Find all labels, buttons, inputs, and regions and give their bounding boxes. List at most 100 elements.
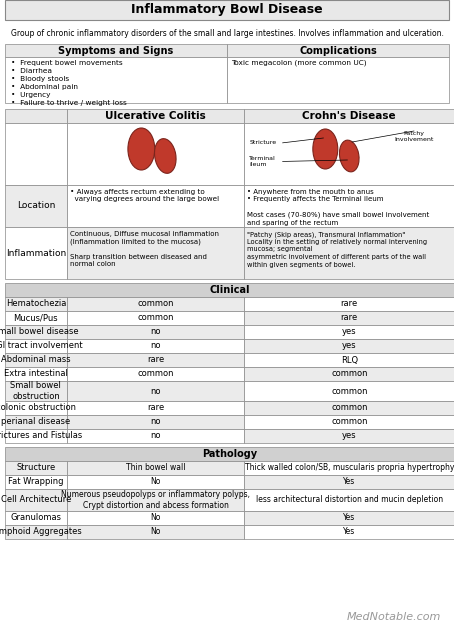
Text: Hematochezia: Hematochezia	[6, 300, 66, 308]
Text: RLQ: RLQ	[341, 355, 358, 365]
Bar	[244, 381, 454, 401]
Bar	[5, 325, 67, 339]
Text: • Anywhere from the mouth to anus
• Frequently affects the Terminal ileum

Most : • Anywhere from the mouth to anus • Freq…	[247, 189, 429, 226]
Bar	[5, 227, 67, 279]
Text: rare: rare	[341, 300, 358, 308]
Text: "Patchy (Skip areas), Transmural Inflammation"
Locality in the setting of relati: "Patchy (Skip areas), Transmural Inflamm…	[247, 231, 428, 267]
Bar	[5, 367, 67, 381]
Text: •  Frequent bowel movements
•  Diarrhea
•  Bloody stools
•  Abdominal pain
•  Ur: • Frequent bowel movements • Diarrhea • …	[10, 60, 126, 106]
Text: Crohn's Disease: Crohn's Disease	[302, 111, 396, 121]
Text: no: no	[150, 432, 161, 441]
Text: Cell Architecture: Cell Architecture	[1, 495, 71, 504]
Text: less architectural distortion and mucin depletion: less architectural distortion and mucin …	[255, 495, 443, 504]
Text: Mucus/Pus: Mucus/Pus	[14, 313, 58, 322]
Bar	[5, 401, 67, 415]
Bar	[67, 325, 244, 339]
Bar	[244, 415, 454, 429]
Bar	[244, 109, 454, 123]
Bar	[67, 381, 244, 401]
Ellipse shape	[128, 128, 155, 170]
Bar	[5, 297, 67, 311]
Text: Inflammation: Inflammation	[6, 248, 66, 257]
Bar	[67, 297, 244, 311]
Text: Complications: Complications	[300, 46, 377, 56]
Text: Clinical: Clinical	[209, 285, 250, 295]
Text: Pathology: Pathology	[202, 449, 257, 459]
Text: rare: rare	[341, 313, 358, 322]
Bar	[244, 185, 454, 227]
Text: yes: yes	[342, 327, 356, 336]
Text: Fat Wrapping: Fat Wrapping	[8, 478, 64, 487]
Bar	[244, 353, 454, 367]
Text: Yes: Yes	[343, 478, 356, 487]
Bar	[5, 415, 67, 429]
Text: Extra intestinal: Extra intestinal	[4, 370, 68, 379]
Text: common: common	[331, 403, 367, 413]
Text: Stricture: Stricture	[249, 140, 276, 145]
Text: Small bowel disease: Small bowel disease	[0, 327, 79, 336]
Text: Yes: Yes	[343, 513, 356, 523]
Text: Numerous pseudopolyps or inflammatory polyps,
Crypt distortion and abcess format: Numerous pseudopolyps or inflammatory po…	[61, 490, 250, 509]
Bar	[5, 381, 67, 401]
Text: Terminal
ileum: Terminal ileum	[249, 156, 276, 167]
Text: common: common	[331, 387, 367, 396]
Bar	[67, 367, 244, 381]
Text: Patchy
Involvement: Patchy Involvement	[394, 131, 434, 142]
Bar	[244, 461, 454, 475]
Bar	[5, 339, 67, 353]
Bar	[67, 123, 244, 185]
Bar	[244, 339, 454, 353]
Text: common: common	[331, 370, 367, 379]
Bar	[227, 44, 449, 57]
Text: No: No	[151, 528, 161, 537]
Ellipse shape	[155, 138, 176, 173]
Text: rare: rare	[147, 403, 164, 413]
Bar	[5, 461, 67, 475]
Text: no: no	[150, 387, 161, 396]
Text: Group of chronic inflammatory disorders of the small and large intestines. Invol: Group of chronic inflammatory disorders …	[10, 30, 444, 39]
Text: common: common	[331, 418, 367, 427]
Text: common: common	[137, 313, 174, 322]
Text: No: No	[151, 478, 161, 487]
Text: Small bowel
obstruction: Small bowel obstruction	[10, 381, 61, 401]
Bar	[5, 109, 67, 123]
Bar	[5, 511, 67, 525]
Text: yes: yes	[342, 341, 356, 351]
Text: Inflammatory Bowl Disease: Inflammatory Bowl Disease	[131, 4, 323, 16]
Text: perianal disease: perianal disease	[1, 418, 71, 427]
Text: • Always affects rectum extending to
  varying degrees around the large bowel: • Always affects rectum extending to var…	[70, 189, 219, 202]
Text: common: common	[137, 370, 174, 379]
Text: colonic obstruction: colonic obstruction	[0, 403, 76, 413]
Text: Structure: Structure	[16, 463, 55, 473]
Bar	[67, 475, 244, 489]
Bar	[244, 325, 454, 339]
Bar	[67, 339, 244, 353]
Bar	[244, 429, 454, 443]
Text: Lymphoid Aggregates: Lymphoid Aggregates	[0, 528, 82, 537]
Bar	[5, 283, 454, 297]
Bar	[5, 57, 227, 103]
Bar	[244, 123, 454, 185]
Bar	[5, 447, 454, 461]
Text: no: no	[150, 341, 161, 351]
Bar	[5, 525, 67, 539]
Text: Strictures and Fistulas: Strictures and Fistulas	[0, 432, 82, 441]
Ellipse shape	[339, 140, 359, 172]
Bar	[5, 123, 67, 185]
Bar	[244, 227, 454, 279]
Text: Thin bowel wall: Thin bowel wall	[126, 463, 185, 473]
Text: Toxic megacolon (more common UC): Toxic megacolon (more common UC)	[231, 60, 366, 66]
Bar	[244, 475, 454, 489]
Text: MedNotable.com: MedNotable.com	[346, 612, 441, 622]
Text: yes: yes	[342, 432, 356, 441]
Bar	[244, 311, 454, 325]
Bar	[244, 297, 454, 311]
Bar	[5, 489, 67, 511]
Text: Granulomas: Granulomas	[10, 513, 62, 523]
Ellipse shape	[313, 129, 338, 169]
Bar	[67, 185, 244, 227]
Text: no: no	[150, 327, 161, 336]
Bar	[67, 109, 244, 123]
Bar	[244, 511, 454, 525]
Text: common: common	[137, 300, 174, 308]
